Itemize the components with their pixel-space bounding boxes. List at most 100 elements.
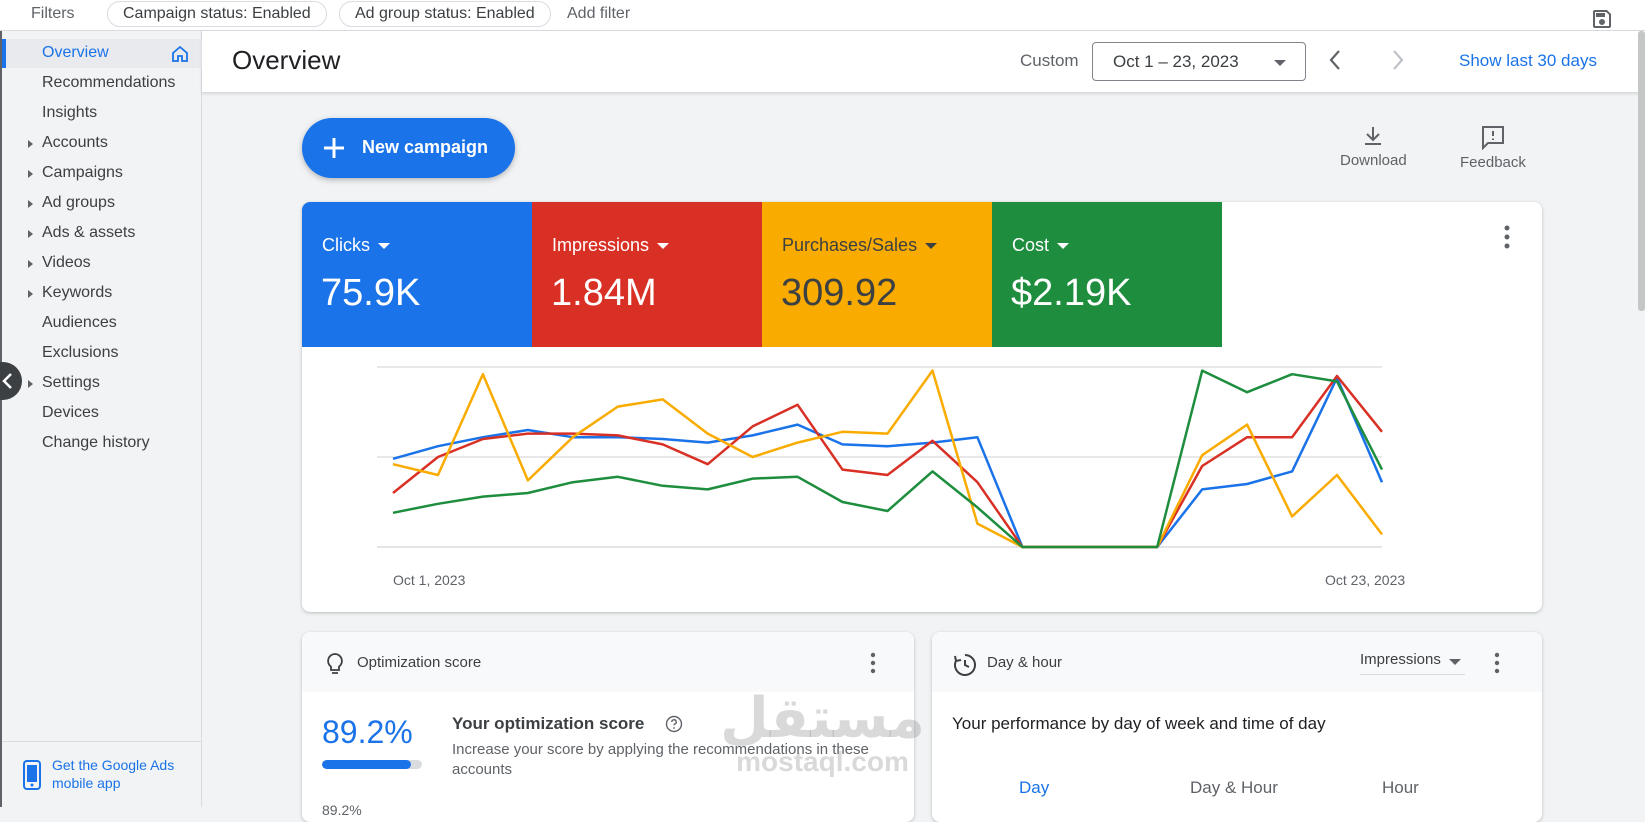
plus-icon <box>324 138 344 158</box>
sidebar-item-label: Videos <box>42 254 91 271</box>
sidebar-item-exclusions[interactable]: Exclusions <box>2 339 202 368</box>
metric-name[interactable]: Impressions <box>552 235 670 256</box>
expand-arrow-icon[interactable] <box>28 200 33 208</box>
optimization-score-value: 89.2% <box>322 714 413 750</box>
expand-arrow-icon[interactable] <box>28 380 33 388</box>
show-last-30-days-link[interactable]: Show last 30 days <box>1459 51 1597 70</box>
tab-hour[interactable]: Hour <box>1382 778 1419 797</box>
watermark: مستقل mostaql.com <box>720 690 925 776</box>
tab-day[interactable]: Day <box>1019 778 1050 797</box>
expand-arrow-icon[interactable] <box>28 260 33 268</box>
sidebar-item-label: Ad groups <box>42 194 115 211</box>
sidebar-item-recommendations[interactable]: Recommendations <box>2 69 202 98</box>
sidebar-item-settings[interactable]: Settings <box>2 369 202 398</box>
metric-tile-purchases-sales[interactable]: Purchases/Sales 309.92 <box>762 202 992 347</box>
metric-value: 75.9K <box>321 272 421 314</box>
metric-name[interactable]: Cost <box>1012 235 1070 256</box>
collapse-sidebar-button[interactable] <box>0 362 22 400</box>
feedback-label: Feedback <box>1460 154 1526 171</box>
day-hour-heading: Your performance by day of week and time… <box>952 714 1326 733</box>
optimization-score-card: Optimization score 89.2% Your optimizati… <box>302 632 914 822</box>
watermark-latin: mostaql.com <box>736 746 909 777</box>
sidebar-item-videos[interactable]: Videos <box>2 249 202 278</box>
dropdown-arrow-icon <box>1448 659 1461 665</box>
sidebar-item-label: Insights <box>42 104 98 121</box>
dropdown-arrow-icon <box>657 243 670 250</box>
download-icon <box>1365 127 1382 145</box>
metric-tile-impressions[interactable]: Impressions 1.84M <box>532 202 762 347</box>
x-axis-start-label: Oct 1, 2023 <box>393 572 466 588</box>
metric-value: 1.84M <box>551 272 657 314</box>
date-range-picker[interactable]: Oct 1 – 23, 2023 <box>1092 42 1306 81</box>
more-options-icon[interactable] <box>1494 652 1500 674</box>
chevron-left-icon <box>2 373 12 389</box>
tab-day-and-hour[interactable]: Day & Hour <box>1190 778 1278 797</box>
feedback-button[interactable]: Feedback <box>1460 124 1526 171</box>
metric-selector-value: Impressions <box>1360 651 1441 668</box>
download-button[interactable]: Download <box>1340 124 1407 169</box>
metric-tile-cost[interactable]: Cost $2.19K <box>992 202 1222 347</box>
sidebar-item-label: Keywords <box>42 284 113 301</box>
sidebar-item-overview[interactable]: Overview <box>2 39 202 68</box>
expand-arrow-icon[interactable] <box>28 230 33 238</box>
sidebar: Overview Recommendations Insights Accounts C… <box>0 31 202 807</box>
optimization-score-fill <box>322 760 412 769</box>
add-filter-button[interactable]: Add filter <box>567 5 631 22</box>
sidebar-item-ads-assets[interactable]: Ads & assets <box>2 219 202 248</box>
metric-tile-clicks[interactable]: Clicks 75.9K <box>302 202 532 347</box>
sidebar-item-label: Devices <box>42 404 99 421</box>
sidebar-item-label: Recommendations <box>42 74 176 91</box>
metric-value: 309.92 <box>781 272 898 314</box>
sidebar-item-change-history[interactable]: Change history <box>2 429 202 458</box>
expand-arrow-icon[interactable] <box>28 140 33 148</box>
metric-name-label: Purchases/Sales <box>782 235 918 255</box>
metric-name[interactable]: Purchases/Sales <box>782 235 938 256</box>
performance-chart-card: Clicks 75.9K Impressions 1.84M Purchases/Sal… <box>302 202 1542 612</box>
filter-chip-ad-group-status[interactable]: Ad group status: Enabled <box>339 1 551 27</box>
more-options-icon[interactable] <box>870 652 876 674</box>
line-chart <box>377 366 1384 549</box>
mobile-app-link[interactable]: Get the Google Ads mobile app <box>52 757 175 791</box>
x-axis-end-label: Oct 23, 2023 <box>1325 572 1406 588</box>
feedback-icon <box>1481 126 1504 150</box>
expand-arrow-icon[interactable] <box>28 290 33 298</box>
sidebar-item-devices[interactable]: Devices <box>2 399 202 428</box>
lightbulb-icon <box>327 653 343 674</box>
sidebar-item-label: Audiences <box>42 314 117 331</box>
day-and-hour-card: Day & hour Impressions Your performance … <box>932 632 1542 822</box>
sidebar-item-audiences[interactable]: Audiences <box>2 309 202 338</box>
help-icon[interactable] <box>665 715 683 733</box>
card-header <box>932 632 1542 692</box>
sidebar-item-ad-groups[interactable]: Ad groups <box>2 189 202 218</box>
sidebar-item-keywords[interactable]: Keywords <box>2 279 202 308</box>
metric-name[interactable]: Clicks <box>322 235 390 256</box>
filter-chip-campaign-status[interactable]: Campaign status: Enabled <box>107 1 327 27</box>
previous-period-button[interactable] <box>1328 49 1342 71</box>
new-campaign-button[interactable]: New campaign <box>302 118 515 178</box>
optimization-next-value: 89.2% <box>322 802 362 818</box>
sidebar-item-campaigns[interactable]: Campaigns <box>2 159 202 188</box>
series-line-impressions <box>392 374 1383 549</box>
expand-arrow-icon[interactable] <box>28 170 33 178</box>
card-header <box>302 632 914 692</box>
custom-label: Custom <box>1020 51 1079 70</box>
watermark-arabic: مستقل <box>720 686 925 751</box>
next-period-button[interactable] <box>1391 49 1405 71</box>
page-scrollbar[interactable] <box>1638 31 1645 311</box>
day-hour-card-title: Day & hour <box>987 654 1063 671</box>
sidebar-item-insights[interactable]: Insights <box>2 99 202 128</box>
dropdown-arrow-icon <box>1057 243 1070 250</box>
series-line-cost <box>392 369 1384 549</box>
new-campaign-label: New campaign <box>362 137 489 157</box>
save-icon[interactable] <box>1590 7 1614 31</box>
phone-icon <box>23 760 41 790</box>
mobile-app-promo[interactable]: Get the Google Ads mobile app <box>2 741 202 807</box>
sidebar-item-label: Overview <box>42 44 109 61</box>
schedule-icon <box>954 654 976 676</box>
sidebar-item-label: Settings <box>42 374 100 391</box>
sidebar-item-accounts[interactable]: Accounts <box>2 129 202 158</box>
metric-selector[interactable]: Impressions <box>1360 651 1465 675</box>
filters-label: Filters <box>31 5 75 22</box>
more-options-icon[interactable] <box>1497 224 1517 250</box>
sidebar-item-label: Accounts <box>42 134 108 151</box>
